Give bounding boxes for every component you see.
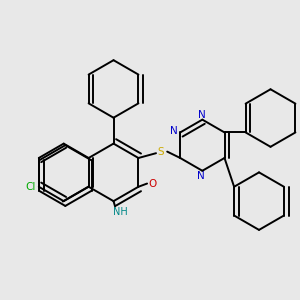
Text: N: N (199, 110, 206, 120)
Text: NH: NH (112, 207, 127, 217)
Text: Cl: Cl (26, 182, 36, 192)
Text: N: N (170, 126, 178, 136)
Text: S: S (158, 147, 164, 157)
Text: N: N (197, 171, 205, 181)
Text: O: O (148, 178, 157, 189)
